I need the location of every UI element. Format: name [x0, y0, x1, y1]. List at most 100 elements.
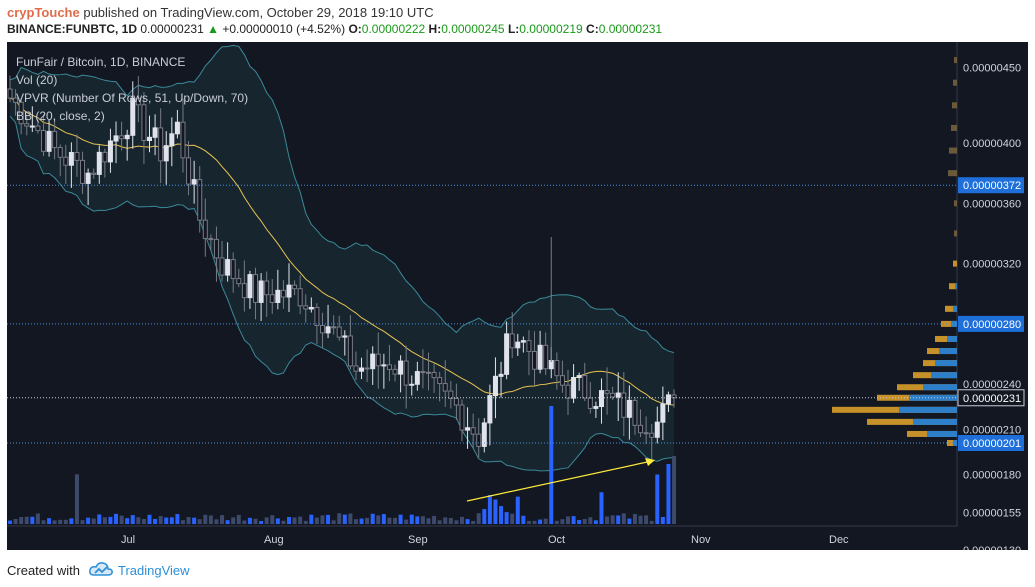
- vpvr-row-up: [931, 372, 957, 379]
- trend-line: [466, 460, 653, 502]
- volume-bar: [225, 520, 230, 524]
- price-change: +0.00000010 (+4.52%): [222, 22, 346, 36]
- volume-bar: [130, 515, 135, 524]
- volume-bar: [91, 518, 96, 524]
- low-label: L:: [507, 22, 520, 36]
- candle-body: [381, 364, 387, 367]
- vpvr-row-up: [939, 348, 957, 355]
- volume-bar: [415, 516, 420, 524]
- candle-body: [515, 341, 521, 349]
- volume-bar: [19, 517, 24, 524]
- candle-body: [403, 360, 409, 386]
- volume-bar: [437, 520, 442, 524]
- vpvr-row-up: [909, 394, 957, 401]
- candle-body: [191, 179, 197, 185]
- legend-title: FunFair / Bitcoin, 1D, BINANCE: [16, 55, 186, 69]
- candle-body: [113, 135, 119, 142]
- legend-vpvr[interactable]: VPVR (Number Of Rows, 51, Up/Down, 70): [16, 91, 249, 105]
- last-price: 0.00000231: [140, 22, 204, 36]
- price-level-badge: [957, 389, 1025, 407]
- vpvr-row-down: [954, 57, 957, 64]
- volume-bar: [487, 495, 492, 524]
- candle-body: [286, 284, 292, 298]
- candle-body: [654, 421, 660, 438]
- volume-bar: [632, 513, 637, 524]
- candle-body: [269, 294, 275, 304]
- volume-bar: [158, 516, 163, 524]
- bollinger-upper-band: [9, 44, 675, 354]
- volume-bar: [203, 514, 208, 524]
- volume-bar: [627, 518, 632, 524]
- volume-bar: [169, 517, 174, 524]
- candle-body: [46, 130, 52, 152]
- volume-bar: [35, 513, 40, 524]
- candle-body: [253, 274, 259, 303]
- candle-body: [638, 424, 644, 434]
- candle-body: [163, 145, 169, 162]
- volume-bar: [292, 517, 297, 524]
- legend-bollinger[interactable]: BB (20, close, 2): [16, 109, 105, 123]
- candle-body: [476, 433, 482, 447]
- candle-body: [398, 360, 404, 375]
- volume-bar: [298, 516, 303, 524]
- candle-body: [554, 360, 560, 377]
- candle-body: [359, 367, 365, 372]
- open-label: O:: [348, 22, 362, 36]
- volume-bar: [443, 517, 448, 524]
- candle-body: [68, 152, 74, 166]
- vpvr-row-up: [923, 384, 957, 391]
- volume-bar: [13, 518, 18, 524]
- vpvr-row-down: [949, 147, 957, 154]
- vpvr-row-down: [867, 418, 957, 425]
- volume-bar: [621, 513, 626, 524]
- volume-bar: [314, 517, 319, 524]
- volume-bar: [376, 515, 381, 524]
- volume-bar: [220, 515, 225, 524]
- volume-bar: [582, 518, 587, 524]
- volume-bar: [141, 518, 146, 524]
- candle-body: [130, 97, 136, 136]
- candle-body: [292, 284, 298, 290]
- volume-bar: [348, 513, 353, 524]
- candle-body: [297, 288, 303, 307]
- volume-bar: [655, 474, 660, 524]
- candle-body: [197, 179, 203, 221]
- candle-body: [671, 394, 677, 399]
- price-axis-area: [957, 42, 1028, 550]
- chart-pane[interactable]: 0.00000372 0.00000280 0.00000231 0.00000201…: [7, 42, 1028, 550]
- candle-body: [420, 371, 426, 374]
- volume-bar: [521, 515, 526, 524]
- candle-body: [74, 152, 80, 161]
- volume-bar: [605, 516, 610, 524]
- volume-bar: [426, 518, 431, 524]
- volume-bar: [186, 517, 191, 524]
- volume-bar: [63, 519, 68, 524]
- price-tick-label: 0.00000450: [963, 63, 1021, 75]
- candle-body: [537, 344, 543, 370]
- chart-canvas[interactable]: 0.00000372 0.00000280 0.00000231 0.00000201…: [7, 42, 1028, 550]
- footer: Created with TradingView: [0, 553, 1035, 587]
- bollinger-lower-band: [9, 115, 675, 472]
- tradingview-brand[interactable]: TradingView: [118, 563, 190, 578]
- candle-body: [264, 280, 270, 296]
- volume-bar: [270, 515, 275, 524]
- author-name[interactable]: crypTouche: [7, 5, 80, 20]
- price-level-label: 0.00000280: [963, 319, 1021, 331]
- time-tick-label: Sep: [408, 534, 428, 546]
- candle-body: [319, 324, 325, 334]
- tradingview-cloud-icon[interactable]: [88, 559, 114, 579]
- publish-line: crypTouche published on TradingView.com,…: [7, 5, 434, 20]
- legend-volume[interactable]: Vol (20): [16, 73, 58, 87]
- volume-bar: [147, 514, 152, 524]
- candle-body: [280, 289, 286, 298]
- candle-body: [180, 121, 186, 159]
- volume-bar: [236, 514, 241, 524]
- candle-body: [532, 350, 538, 370]
- candle-body: [431, 371, 437, 379]
- candle-body: [392, 368, 398, 375]
- candle-body: [342, 335, 348, 338]
- volume-bar: [638, 515, 643, 524]
- vpvr-row-up: [913, 418, 957, 425]
- volume-bar: [281, 520, 286, 524]
- candle-body: [615, 392, 621, 398]
